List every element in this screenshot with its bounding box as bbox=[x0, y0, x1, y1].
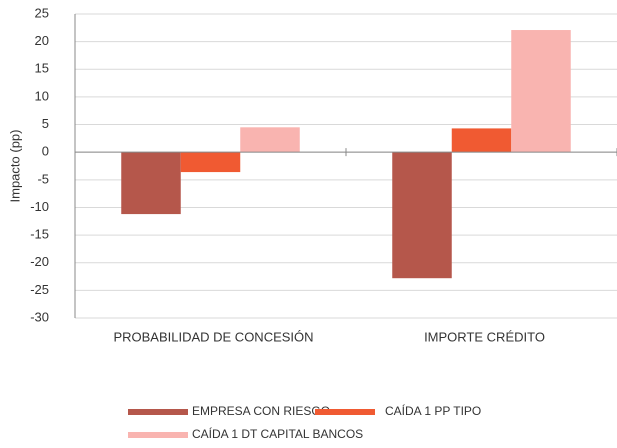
x-tick-label: IMPORTE CRÉDITO bbox=[424, 329, 545, 344]
y-tick-label: -10 bbox=[30, 199, 49, 214]
legend-label: CAÍDA 1 PP TIPO bbox=[385, 403, 481, 418]
y-tick-label: 25 bbox=[35, 5, 49, 20]
y-tick-label: -30 bbox=[30, 309, 49, 324]
y-tick-label: -20 bbox=[30, 254, 49, 269]
y-tick-label: 20 bbox=[35, 33, 49, 48]
y-tick-label: -15 bbox=[30, 227, 49, 242]
bar bbox=[240, 127, 300, 153]
legend-label: CAÍDA 1 DT CAPITAL BANCOS bbox=[192, 426, 363, 441]
legend-swatch bbox=[315, 409, 375, 415]
bar bbox=[511, 30, 571, 153]
bar bbox=[121, 152, 181, 215]
bar bbox=[180, 152, 241, 173]
y-tick-label: 15 bbox=[35, 61, 49, 76]
bar bbox=[451, 128, 512, 153]
legend-label: EMPRESA CON RIESGO bbox=[192, 404, 330, 418]
y-tick-label: 0 bbox=[42, 144, 49, 159]
y-tick-label: 10 bbox=[35, 88, 49, 103]
bar bbox=[392, 152, 452, 279]
legend-swatch bbox=[128, 409, 188, 415]
y-tick-label: -5 bbox=[37, 171, 49, 186]
y-tick-label: 5 bbox=[42, 116, 49, 131]
y-axis-label: Impacto (pp) bbox=[7, 130, 22, 203]
y-tick-label: -25 bbox=[30, 282, 49, 297]
legend-swatch bbox=[128, 432, 188, 438]
x-tick-label: PROBABILIDAD DE CONCESIÓN bbox=[113, 329, 313, 344]
